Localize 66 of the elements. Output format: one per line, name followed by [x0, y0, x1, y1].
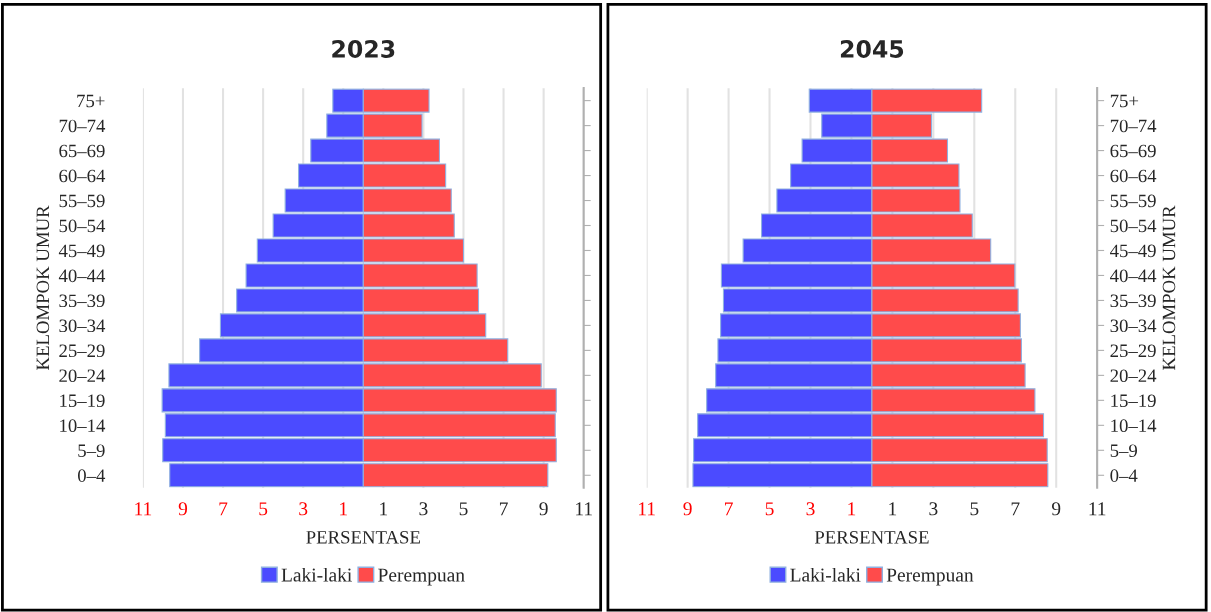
x-axis-title: PERSENTASE: [814, 530, 929, 544]
x-tick-label: 3: [929, 502, 938, 516]
x-tick-label: 7: [1011, 502, 1020, 516]
x-tick-label: 3: [806, 502, 815, 516]
y-tick-label: 65–69: [59, 144, 105, 158]
y-tick-label: 5–9: [1110, 444, 1138, 457]
y-tick-label: 55–59: [1110, 194, 1156, 208]
chart-title: 2045: [840, 40, 904, 58]
y-tick-label: 10–14: [60, 419, 106, 433]
y-tick-label: 35–39: [1110, 294, 1156, 308]
x-tick-label: 1: [848, 502, 856, 516]
x-tick-label: 3: [299, 502, 308, 516]
x-tick-label: 1: [889, 502, 897, 516]
x-tick-label: 7: [725, 502, 733, 516]
x-tick-label: 7: [499, 502, 508, 516]
x-tick-label: 1: [380, 502, 388, 516]
legend-label: Perempuan: [378, 568, 465, 586]
y-tick-label: 15–19: [60, 394, 105, 408]
y-tick-label: 75+: [1110, 94, 1139, 108]
y-tick-label: 75+: [77, 94, 105, 108]
y-axis-title: KELOMPOK UMUR: [36, 205, 50, 370]
y-tick-label: 40–44: [58, 269, 106, 283]
y-tick-label: 25–29: [1110, 344, 1156, 358]
y-tick-label: 5–9: [78, 444, 105, 457]
y-tick-label: 55–59: [59, 194, 105, 208]
y-tick-label: 50–54: [59, 219, 106, 233]
y-tick-label: 10–14: [1111, 419, 1157, 433]
x-tick-label: 5: [970, 502, 979, 516]
y-tick-label: 70–74: [59, 119, 106, 133]
x-tick-label: 3: [419, 502, 428, 516]
y-axis-title: KELOMPOK UMUR: [1162, 205, 1176, 370]
x-tick-label: 9: [539, 502, 548, 516]
x-tick-label: 11: [576, 502, 592, 516]
x-tick-label: 9: [1051, 502, 1061, 516]
y-tick-label: 0–4: [77, 469, 106, 482]
y-tick-label: 65–69: [1110, 144, 1156, 158]
y-tick-label: 0–4: [1110, 469, 1138, 482]
y-tick-label: 40–44: [1110, 269, 1157, 283]
legend-label: Laki-laki: [790, 567, 861, 582]
y-tick-label: 25–29: [59, 344, 105, 358]
x-tick-label: 5: [259, 502, 268, 516]
y-tick-label: 30–34: [1110, 319, 1157, 333]
x-tick-label: 1: [340, 502, 347, 516]
x-tick-label: 11: [639, 502, 655, 516]
x-axis-title: PERSENTASE: [306, 530, 420, 544]
y-tick-label: 35–39: [59, 294, 105, 308]
y-tick-label: 60–64: [59, 169, 106, 183]
x-tick-label: 11: [1089, 502, 1106, 516]
y-tick-label: 30–34: [59, 319, 106, 333]
x-tick-label: 7: [219, 502, 228, 516]
y-tick-label: 20–24: [59, 369, 106, 383]
x-tick-label: 9: [683, 502, 692, 516]
x-tick-label: 5: [765, 502, 774, 516]
y-tick-label: 45–49: [58, 244, 105, 258]
y-tick-label: 15–19: [1111, 394, 1156, 408]
x-tick-label: 9: [178, 502, 188, 516]
legend-label: Laki-laki: [281, 567, 352, 582]
legend-label: Perempuan: [886, 568, 974, 586]
x-tick-label: 11: [135, 502, 152, 516]
y-tick-label: 20–24: [1110, 369, 1157, 383]
y-tick-label: 70–74: [1110, 119, 1157, 133]
chart-title: 2023: [332, 40, 395, 58]
y-tick-label: 50–54: [1110, 219, 1157, 233]
y-tick-label: 60–64: [1110, 169, 1157, 183]
y-tick-label: 45–49: [1110, 244, 1156, 258]
x-tick-label: 5: [459, 502, 468, 516]
